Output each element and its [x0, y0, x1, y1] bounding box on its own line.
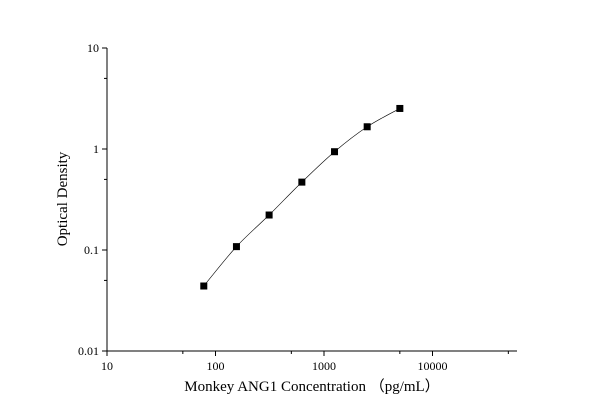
data-points: [200, 104, 404, 290]
y-axis-title: Optical Density: [55, 151, 71, 246]
y-tick-label: 0.1: [84, 243, 99, 257]
x-tick-label: 100: [207, 359, 225, 373]
x-tick-label: 10000: [418, 359, 448, 373]
data-point: [232, 243, 240, 251]
y-tick-label: 10: [87, 41, 99, 55]
axes: [106, 48, 517, 352]
x-tick-label: 10: [101, 359, 113, 373]
data-point: [200, 282, 208, 290]
data-point: [396, 104, 404, 112]
x-tick-label: 1000: [312, 359, 336, 373]
y-tick-label: 1: [93, 142, 99, 156]
ticks: [102, 47, 509, 356]
data-point: [298, 178, 306, 186]
fit-curve: [203, 108, 400, 287]
x-axis-title: Monkey ANG1 Concentration （pg/mL）: [184, 378, 439, 395]
data-point: [363, 123, 371, 131]
y-tick-label: 0.01: [78, 344, 99, 358]
data-point: [265, 211, 273, 219]
tick-labels: 10 100 1000 10000 0.01 0.1 1 10: [78, 41, 448, 373]
data-point: [331, 148, 339, 156]
